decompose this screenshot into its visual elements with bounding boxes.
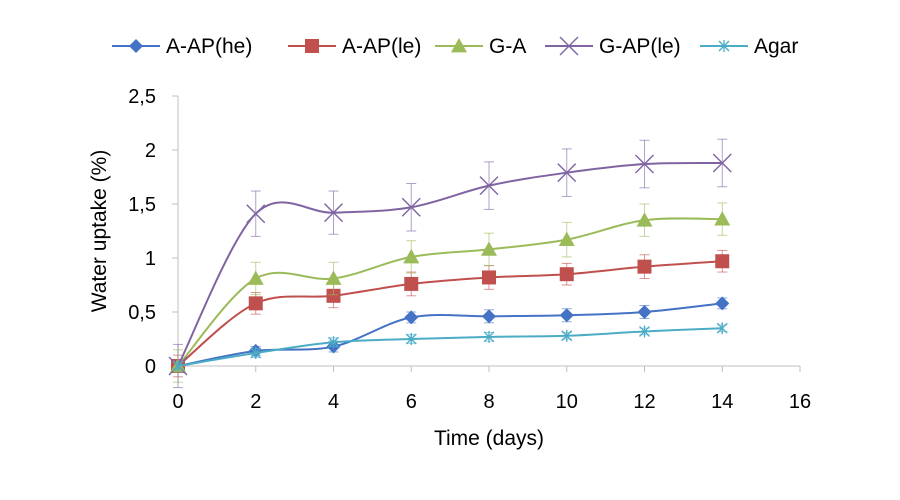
y-tick-label: 2,5 (128, 86, 156, 108)
data-point (403, 248, 420, 264)
data-point (482, 270, 496, 285)
data-point (250, 347, 262, 360)
data-point (483, 330, 495, 343)
data-point (248, 296, 263, 311)
data-point (715, 296, 730, 311)
legend-item: A-AP(le) (288, 35, 421, 58)
legend-item: G-A (435, 35, 526, 58)
data-point (405, 333, 417, 345)
legend-label: A-AP(he) (166, 35, 252, 58)
data-point (636, 212, 653, 227)
data-point (558, 231, 575, 247)
x-tick-label: 8 (483, 391, 494, 413)
data-point (325, 270, 342, 285)
data-point (482, 309, 496, 324)
series-A-AP(he) (171, 296, 730, 373)
x-tick-label: 12 (633, 391, 655, 413)
series-Agar (172, 322, 728, 372)
data-point (328, 336, 339, 349)
series-line (177, 327, 723, 367)
legend-marker (129, 39, 143, 53)
x-tick-label: 2 (250, 391, 261, 413)
x-tick-label: 0 (172, 391, 183, 413)
data-point (635, 154, 654, 174)
y-axis-title: Water uptake (%) (88, 150, 111, 313)
x-tick-label: 10 (556, 391, 578, 413)
data-point (561, 329, 573, 342)
x-tick-label: 6 (406, 391, 417, 413)
legend: A-AP(he) A-AP(le) G-A G-AP(le) Agar (112, 35, 798, 58)
data-point (715, 254, 730, 269)
data-point (324, 203, 343, 223)
data-point (637, 305, 652, 319)
data-point (714, 211, 731, 226)
legend-item: Agar (700, 35, 798, 58)
data-point (479, 176, 499, 196)
data-point (401, 197, 421, 217)
y-tick-label: 2 (145, 140, 156, 162)
legend-marker (718, 40, 730, 52)
data-point (481, 241, 497, 256)
data-point (559, 267, 574, 282)
legend-marker (305, 39, 319, 53)
data-point (404, 310, 419, 325)
x-axis-title: Time (days) (434, 427, 544, 450)
axes (177, 96, 800, 367)
legend-label: G-A (489, 35, 526, 58)
legend-label: A-AP(le) (342, 35, 421, 58)
x-ticks: 0 2 4 6 8 10 12 14 16 (172, 366, 811, 413)
data-point (326, 288, 341, 303)
x-tick-label: 14 (711, 391, 733, 413)
data-point (557, 163, 577, 183)
legend-item: G-AP(le) (545, 35, 681, 58)
data-point (637, 259, 652, 274)
data-point (172, 360, 184, 372)
data-point (716, 322, 728, 335)
y-ticks: 0 0,5 1 1,5 2 2,5 (128, 86, 178, 378)
data-point (246, 204, 266, 224)
legend-label: Agar (754, 35, 798, 58)
data-point (712, 153, 732, 173)
legend-item: A-AP(he) (112, 35, 252, 58)
x-tick-label: 4 (328, 391, 339, 413)
data-point (404, 276, 419, 291)
series-G-AP(le) (168, 138, 732, 389)
legend-marker (559, 36, 579, 56)
legend-label: G-AP(le) (599, 35, 681, 58)
y-tick-label: 0,5 (128, 302, 156, 324)
data-point (639, 325, 650, 338)
legend-marker (451, 38, 467, 53)
plot-area (168, 138, 732, 389)
data-point (559, 308, 574, 323)
y-tick-label: 1 (145, 248, 156, 270)
series-G-A (170, 202, 731, 383)
y-tick-label: 0 (145, 356, 156, 378)
series-line (177, 302, 723, 367)
y-tick-label: 1,5 (128, 194, 156, 216)
data-point (247, 270, 264, 285)
x-tick-label: 16 (789, 391, 811, 413)
